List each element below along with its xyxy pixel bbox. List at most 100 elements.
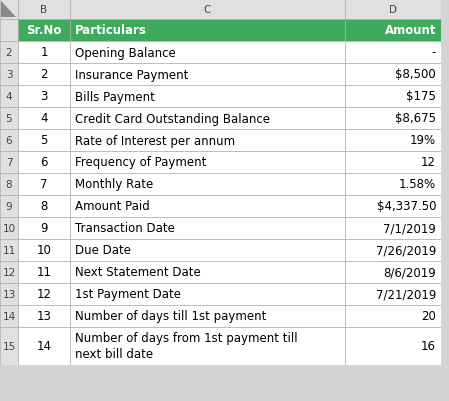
Text: 2: 2	[40, 68, 48, 81]
Bar	[70, 152, 345, 174]
Bar	[345, 0, 441, 20]
Bar	[18, 152, 70, 174]
Bar	[345, 64, 441, 86]
Bar	[18, 86, 70, 108]
Bar	[0, 365, 449, 401]
Text: 6: 6	[6, 136, 12, 146]
Text: 11: 11	[2, 245, 16, 255]
Text: Number of days from 1st payment till
next bill date: Number of days from 1st payment till nex…	[75, 332, 298, 360]
Bar	[70, 196, 345, 217]
Text: Frequency of Payment: Frequency of Payment	[75, 156, 207, 169]
Text: 10: 10	[36, 244, 52, 257]
Bar	[18, 327, 70, 365]
Bar	[70, 261, 345, 283]
Bar	[18, 305, 70, 327]
Text: 5: 5	[40, 134, 48, 147]
Bar	[18, 261, 70, 283]
Text: Sr.No: Sr.No	[26, 24, 62, 37]
Text: 5: 5	[6, 114, 12, 124]
Bar	[345, 217, 441, 239]
Bar	[70, 217, 345, 239]
Text: Next Statement Date: Next Statement Date	[75, 266, 201, 279]
Text: $4,337.50: $4,337.50	[377, 200, 436, 213]
Bar	[345, 130, 441, 152]
Bar	[0, 174, 18, 196]
Bar	[70, 0, 345, 20]
Text: 13: 13	[2, 289, 16, 299]
Bar	[0, 42, 18, 64]
Bar	[18, 108, 70, 130]
Bar	[345, 196, 441, 217]
Text: 9: 9	[6, 201, 12, 211]
Text: 7/1/2019: 7/1/2019	[383, 222, 436, 235]
Text: 6: 6	[40, 156, 48, 169]
Bar	[18, 196, 70, 217]
Polygon shape	[1, 2, 16, 18]
Bar	[70, 305, 345, 327]
Bar	[0, 64, 18, 86]
Text: -: -	[431, 47, 436, 59]
Bar	[345, 42, 441, 64]
Text: 4: 4	[6, 92, 12, 102]
Bar	[70, 108, 345, 130]
Bar	[345, 283, 441, 305]
Text: B: B	[40, 5, 48, 15]
Bar	[0, 20, 18, 42]
Bar	[70, 42, 345, 64]
Bar	[70, 86, 345, 108]
Bar	[345, 327, 441, 365]
Bar	[0, 196, 18, 217]
Bar	[18, 42, 70, 64]
Bar	[18, 64, 70, 86]
Bar	[345, 261, 441, 283]
Text: 3: 3	[40, 90, 48, 103]
Bar	[70, 174, 345, 196]
Text: 15: 15	[2, 341, 16, 351]
Text: Amount Paid: Amount Paid	[75, 200, 150, 213]
Text: 7: 7	[6, 158, 12, 168]
Bar	[0, 86, 18, 108]
Text: 12: 12	[2, 267, 16, 277]
Text: $175: $175	[406, 90, 436, 103]
Bar	[345, 305, 441, 327]
Bar	[18, 239, 70, 261]
Bar	[0, 108, 18, 130]
Bar	[18, 217, 70, 239]
Text: 4: 4	[40, 112, 48, 125]
Bar	[70, 64, 345, 86]
Text: 14: 14	[2, 311, 16, 321]
Text: 3: 3	[6, 70, 12, 80]
Text: Monthly Rate: Monthly Rate	[75, 178, 153, 191]
Bar	[0, 327, 18, 365]
Bar	[345, 239, 441, 261]
Text: C: C	[204, 5, 211, 15]
Text: 1: 1	[40, 47, 48, 59]
Text: 7: 7	[40, 178, 48, 191]
Text: 8/6/2019: 8/6/2019	[383, 266, 436, 279]
Text: 1.58%: 1.58%	[399, 178, 436, 191]
Text: 2: 2	[6, 48, 12, 58]
Bar	[0, 217, 18, 239]
Text: 9: 9	[40, 222, 48, 235]
Text: $8,500: $8,500	[395, 68, 436, 81]
Text: 20: 20	[421, 310, 436, 323]
Text: Rate of Interest per annum: Rate of Interest per annum	[75, 134, 235, 147]
Bar	[0, 239, 18, 261]
Text: 11: 11	[36, 266, 52, 279]
Bar	[345, 152, 441, 174]
Text: 10: 10	[2, 223, 16, 233]
Text: 14: 14	[36, 340, 52, 352]
Text: Insurance Payment: Insurance Payment	[75, 68, 189, 81]
Text: 7/26/2019: 7/26/2019	[376, 244, 436, 257]
Bar	[345, 86, 441, 108]
Bar	[70, 130, 345, 152]
Bar	[70, 20, 345, 42]
Bar	[0, 261, 18, 283]
Text: 12: 12	[421, 156, 436, 169]
Text: Credit Card Outstanding Balance: Credit Card Outstanding Balance	[75, 112, 270, 125]
Bar	[0, 152, 18, 174]
Text: 19%: 19%	[410, 134, 436, 147]
Bar	[0, 305, 18, 327]
Bar	[441, 0, 449, 401]
Text: Due Date: Due Date	[75, 244, 131, 257]
